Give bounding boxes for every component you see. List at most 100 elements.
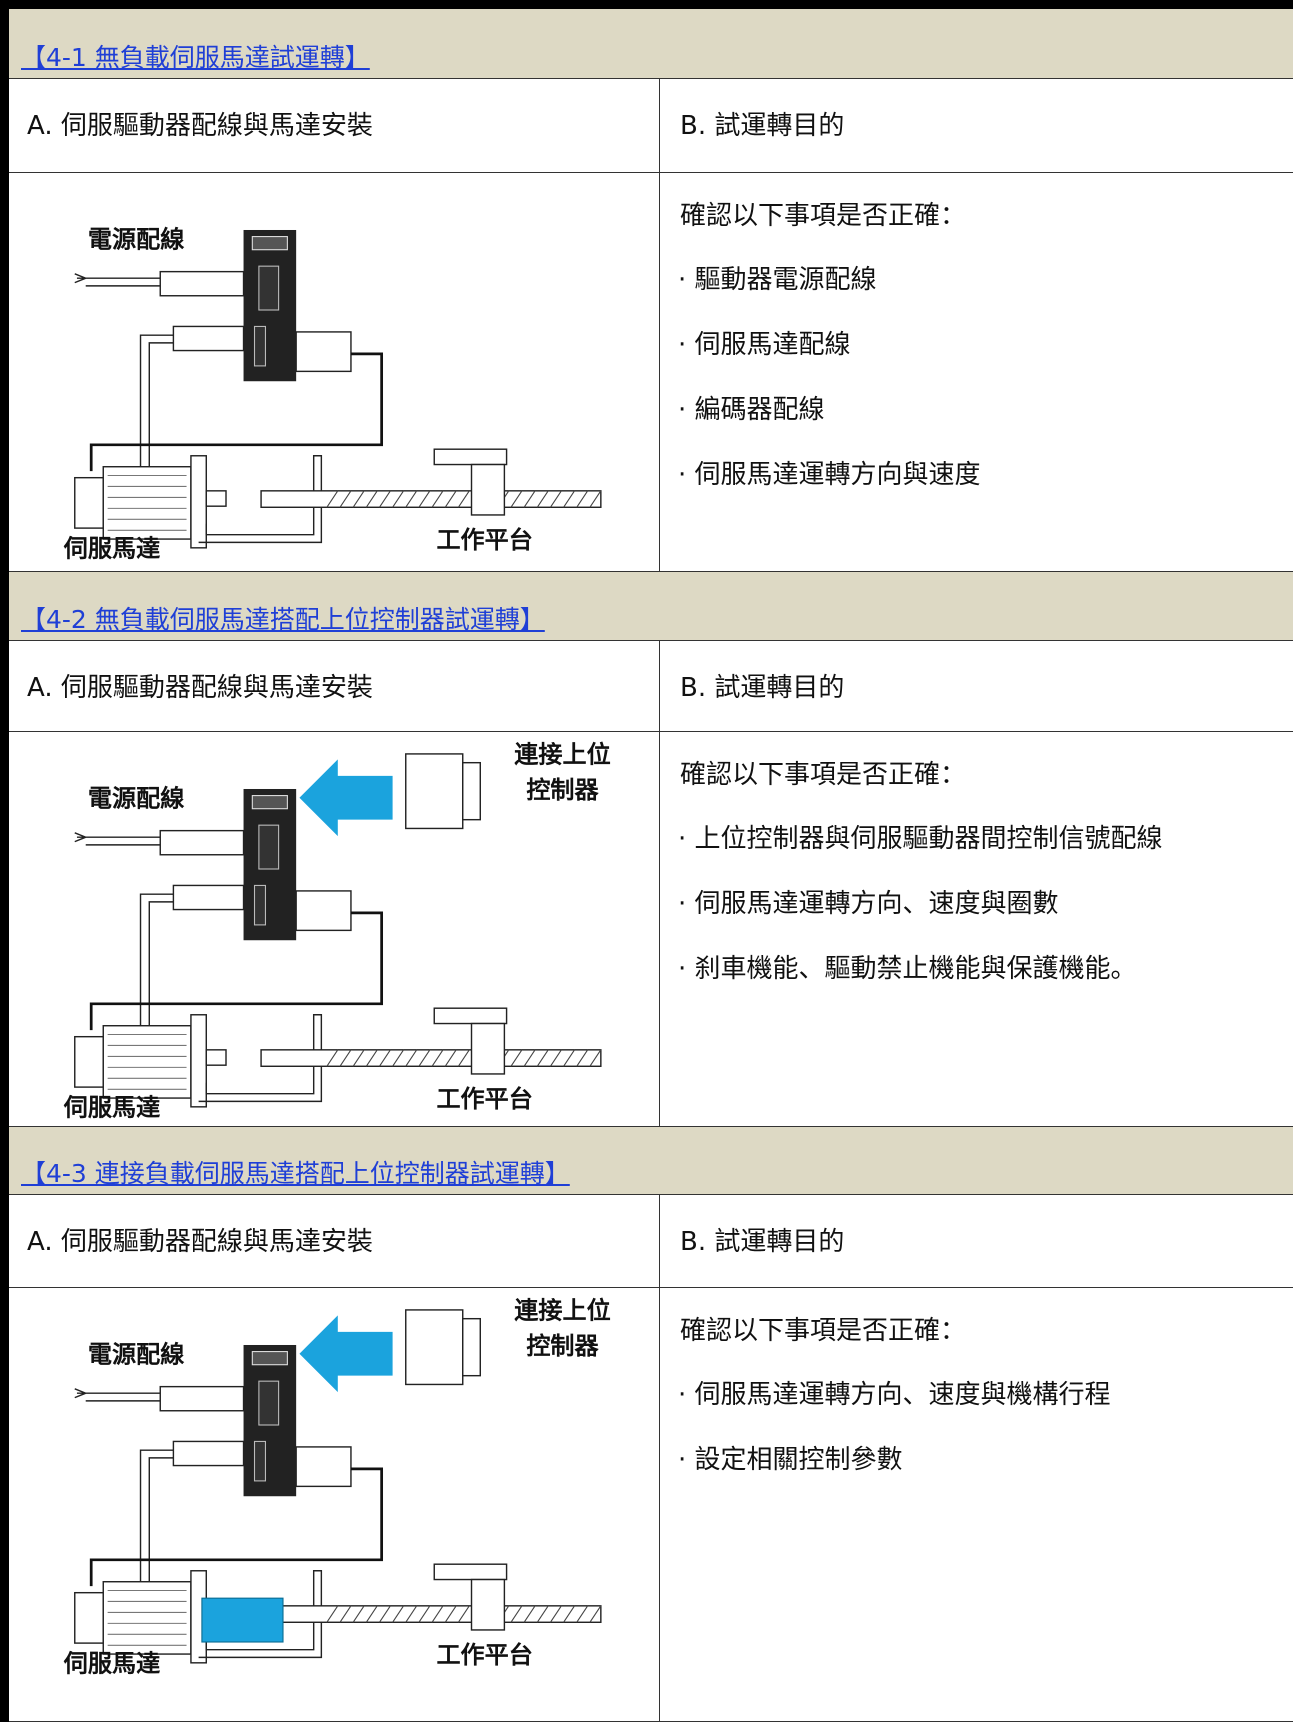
thread	[563, 490, 575, 508]
table-nut	[470, 1022, 506, 1075]
ball-screw	[260, 1049, 602, 1067]
motor-body	[102, 466, 192, 540]
section-header: 【4-2 無負載伺服馬達搭配上位控制器試運轉】	[9, 572, 1293, 641]
thread	[549, 1605, 562, 1623]
controller-label: 連接上位	[514, 741, 610, 769]
motor-label: 伺服馬達	[63, 1650, 160, 1678]
thread	[431, 1605, 444, 1623]
thread	[536, 1605, 549, 1623]
purpose-item: · 刹車機能、驅動禁止機能與保護機能。	[678, 954, 1137, 984]
col-a-header: A. 伺服驅動器配線與馬達安裝	[9, 1195, 660, 1288]
col-b-text: B. 試運轉目的	[680, 1227, 845, 1257]
motor-shaft	[205, 490, 227, 507]
motor-plug	[172, 325, 245, 352]
thread	[576, 1049, 589, 1067]
controller-connector	[405, 1309, 464, 1386]
coupling	[201, 1597, 284, 1643]
diagram-cell: 電源配線 伺服馬達 工作平台 連接上位 控制器	[9, 732, 660, 1127]
section-title[interactable]: 【4-3 連接負載伺服馬達搭配上位控制器試運轉】	[21, 1159, 570, 1188]
thread	[365, 1605, 378, 1623]
power-label: 電源配線	[88, 785, 184, 813]
purpose-item: · 伺服馬達運轉方向、速度與圈數	[678, 889, 1059, 919]
thread	[431, 490, 444, 508]
motor-flange	[190, 455, 207, 549]
table-top	[433, 1563, 508, 1581]
motor-cable	[139, 893, 174, 1028]
thread	[378, 1049, 391, 1067]
driver-port	[258, 1380, 280, 1426]
thread	[339, 1049, 352, 1067]
motor-cable	[139, 334, 174, 469]
arrow	[299, 1315, 393, 1393]
thread	[339, 490, 352, 508]
purpose-item: · 設定相關控制參數	[678, 1445, 903, 1475]
motor-encoder	[74, 1591, 104, 1644]
thread	[431, 1049, 444, 1067]
thread	[523, 490, 536, 508]
thread	[326, 1605, 339, 1623]
thread	[392, 1049, 405, 1067]
purpose-item: · 伺服馬達運轉方向與速度	[678, 460, 981, 490]
thread	[326, 1049, 339, 1067]
controller-label: 控制器	[526, 776, 599, 804]
motor-plug	[172, 884, 245, 911]
col-a-text: A. 伺服驅動器配線與馬達安裝	[27, 111, 373, 141]
col-a-text: A. 伺服驅動器配線與馬達安裝	[27, 1227, 373, 1257]
cable-plug	[159, 1385, 245, 1412]
driver-terminal	[253, 325, 267, 367]
thread	[378, 490, 391, 508]
power-label: 電源配線	[88, 1341, 184, 1369]
purpose-intro: 確認以下事項是否正確：	[680, 201, 967, 231]
frame	[198, 455, 323, 544]
encoder-connector	[295, 1446, 352, 1488]
section-title[interactable]: 【4-2 無負載伺服馬達搭配上位控制器試運轉】	[21, 605, 545, 634]
platform-label: 工作平台	[436, 1085, 532, 1113]
thread	[457, 1605, 470, 1623]
section-header: 【4-3 連接負載伺服馬達搭配上位控制器試運轉】	[9, 1127, 1293, 1195]
purpose-cell: 確認以下事項是否正確： · 伺服馬達運轉方向、速度與機構行程 · 設定相關控制參數	[660, 1288, 1293, 1722]
purpose-item: · 上位控制器與伺服驅動器間控制信號配線	[678, 824, 1163, 854]
controller-plug	[462, 761, 481, 821]
driver-display	[251, 1351, 288, 1366]
thread	[510, 490, 523, 508]
thread	[444, 1049, 457, 1067]
table-top	[433, 1007, 508, 1025]
driver-port	[258, 265, 280, 311]
section-title[interactable]: 【4-1 無負載伺服馬達試運轉】	[21, 43, 370, 72]
thread	[378, 1605, 391, 1623]
thread	[418, 490, 431, 508]
thread	[405, 490, 418, 508]
controller-connector	[405, 753, 464, 830]
purpose-item: · 伺服馬達運轉方向、速度與機構行程	[678, 1380, 1111, 1410]
thread	[444, 1605, 457, 1623]
thread	[589, 1049, 602, 1067]
table-nut	[470, 1578, 506, 1631]
thread	[392, 1605, 405, 1623]
diagram-cell: 電源配線 伺服馬達 工作平台	[9, 173, 660, 572]
col-a-text: A. 伺服驅動器配線與馬達安裝	[27, 673, 373, 703]
cable	[74, 1388, 163, 1402]
thread	[457, 490, 470, 508]
thread	[418, 1049, 431, 1067]
col-a-header: A. 伺服驅動器配線與馬達安裝	[9, 641, 660, 732]
arrow	[299, 759, 393, 837]
encoder-connector	[295, 890, 352, 932]
controller-label: 控制器	[526, 1332, 599, 1360]
controller-plug	[462, 1317, 481, 1377]
frame	[198, 1570, 323, 1659]
thread	[405, 1049, 418, 1067]
thread	[549, 1049, 562, 1067]
cable-plug	[159, 829, 245, 856]
col-b-header: B. 試運轉目的	[660, 79, 1293, 173]
driver-display	[251, 795, 288, 810]
purpose-intro: 確認以下事項是否正確：	[680, 760, 967, 790]
motor-shaft	[205, 1049, 227, 1066]
col-b-header: B. 試運轉目的	[660, 1195, 1293, 1288]
platform-label: 工作平台	[436, 526, 532, 554]
col-b-text: B. 試運轉目的	[680, 673, 845, 703]
encoder-wire	[89, 911, 384, 1031]
thread	[326, 490, 339, 508]
driver-port	[258, 824, 280, 870]
